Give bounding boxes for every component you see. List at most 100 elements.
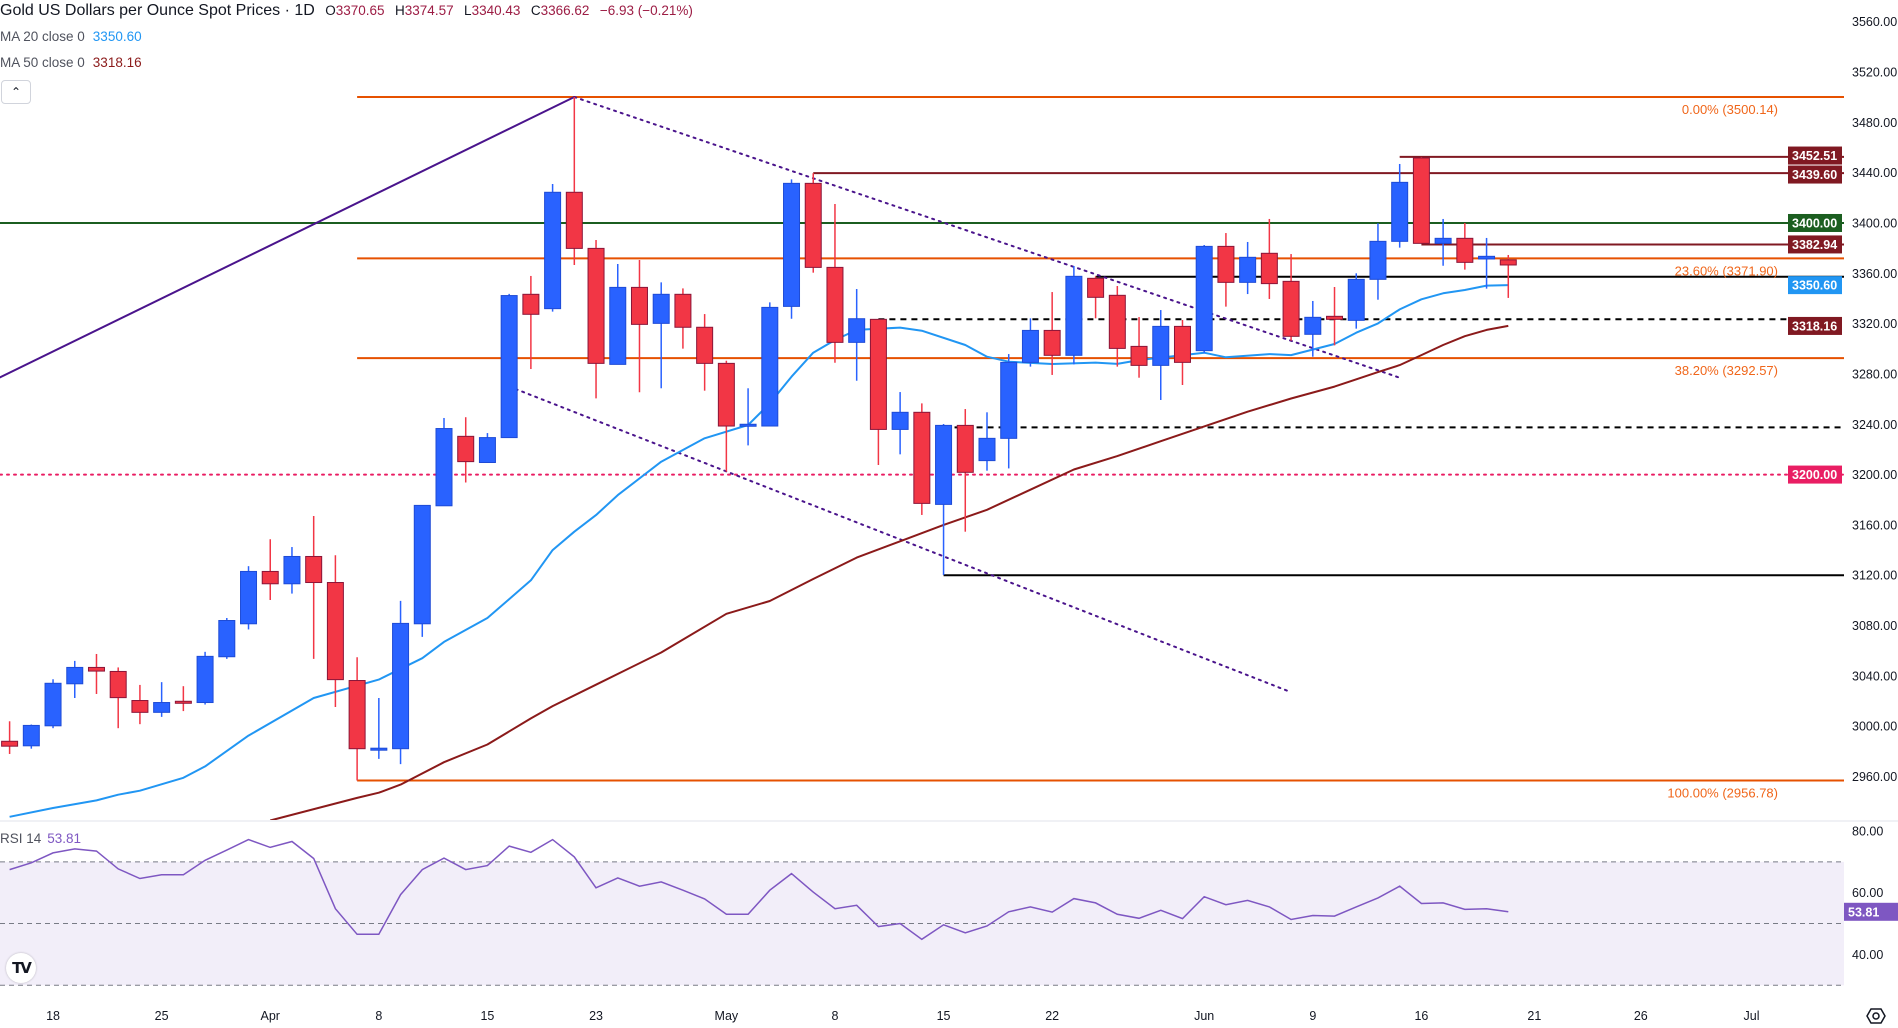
rsi-axis[interactable]: 80.00 60.00 40.00: [1852, 825, 1883, 962]
ma20-legend[interactable]: MA 20 close 0 3350.60: [0, 29, 142, 44]
candle-body[interactable]: [717, 362, 735, 427]
candle-body[interactable]: [587, 247, 605, 364]
candle-body[interactable]: [1456, 237, 1474, 263]
candle-body[interactable]: [240, 570, 258, 625]
price-tick-label: 3000.00: [1852, 720, 1897, 734]
candle-body[interactable]: [1217, 245, 1235, 283]
candle-body[interactable]: [522, 293, 540, 315]
gear-icon[interactable]: [1866, 1006, 1886, 1026]
candle-body[interactable]: [1043, 329, 1061, 356]
candle-body[interactable]: [1282, 280, 1300, 337]
candle-body[interactable]: [1304, 316, 1322, 335]
candle-body[interactable]: [544, 191, 562, 310]
candle-body[interactable]: [348, 680, 366, 750]
candle-body[interactable]: [1087, 277, 1105, 298]
rsi-legend[interactable]: RSI 14 53.81: [0, 831, 81, 846]
high-value: 3374.57: [404, 3, 454, 18]
candle-body[interactable]: [1, 740, 19, 747]
candle-body[interactable]: [935, 424, 953, 505]
candle-body[interactable]: [1021, 329, 1039, 363]
candle-body[interactable]: [1260, 252, 1278, 285]
candle-body[interactable]: [66, 666, 84, 685]
fib-level-label: 23.60% (3371.90): [1675, 263, 1778, 278]
rsi-line[interactable]: [9, 838, 1509, 941]
candle-body[interactable]: [1239, 256, 1257, 283]
candle-body[interactable]: [956, 424, 974, 473]
price-tick-label: 3440.00: [1852, 166, 1897, 180]
candle-body[interactable]: [435, 428, 453, 507]
candle-body[interactable]: [1173, 325, 1191, 363]
ma20-line[interactable]: [9, 284, 1509, 818]
candle-body[interactable]: [196, 655, 214, 704]
candle-body[interactable]: [478, 437, 496, 464]
candle-body[interactable]: [413, 504, 431, 625]
candle-body[interactable]: [457, 435, 475, 463]
ma50-line[interactable]: [269, 324, 1509, 821]
candle-body[interactable]: [218, 620, 236, 658]
tradingview-logo[interactable]: TV: [6, 953, 36, 983]
rsi-badge-bg: [1844, 902, 1898, 921]
dotted-trend-line[interactable]: [508, 385, 1293, 694]
candle-body[interactable]: [305, 555, 323, 584]
candle-body[interactable]: [326, 582, 344, 681]
candle-body[interactable]: [826, 266, 844, 343]
candle-body[interactable]: [1195, 245, 1213, 352]
candle-body[interactable]: [1065, 275, 1083, 356]
candle-body[interactable]: [739, 423, 757, 427]
candle-body[interactable]: [891, 411, 909, 430]
trend-line[interactable]: [0, 96, 576, 379]
candle-body[interactable]: [1326, 315, 1344, 320]
candle-body[interactable]: [131, 700, 149, 713]
ma50-legend[interactable]: MA 50 close 0 3318.16: [0, 55, 142, 70]
candle-body[interactable]: [630, 286, 648, 325]
candle-body[interactable]: [696, 326, 714, 364]
candle-body[interactable]: [22, 724, 40, 747]
candle-body[interactable]: [609, 286, 627, 365]
candle-body[interactable]: [869, 318, 887, 430]
candle-body[interactable]: [1347, 278, 1365, 321]
candle-body[interactable]: [1369, 240, 1387, 280]
candle-body[interactable]: [1434, 237, 1452, 244]
candle-body[interactable]: [392, 622, 410, 750]
candle-body[interactable]: [761, 306, 779, 427]
price-pane[interactable]: 0.00% (3500.14) 23.60% (3371.90) 38.20% (3…: [0, 96, 1844, 821]
time-axis[interactable]: 18 25 Apr 8 15 23 May 8 15 22 Jun 9 16 21 26 Jul: [46, 1009, 1759, 1023]
candle-body[interactable]: [565, 191, 583, 249]
candle-body[interactable]: [370, 747, 388, 751]
time-tick-label: Jun: [1194, 1009, 1214, 1023]
candle-body[interactable]: [1000, 361, 1018, 439]
symbol-title[interactable]: Gold US Dollars per Ounce Spot Prices · …: [0, 2, 315, 19]
time-tick-label: 18: [46, 1009, 60, 1023]
candle-body[interactable]: [1478, 255, 1496, 260]
price-tick-label: 3280.00: [1852, 367, 1897, 381]
candle-body[interactable]: [674, 293, 692, 328]
candle-body[interactable]: [1130, 345, 1148, 366]
candle-body[interactable]: [804, 182, 822, 268]
price-tick-label: 3560.00: [1852, 15, 1897, 29]
price-axis[interactable]: 3560.00 3520.00 3480.00 3440.00 3400.00 3360.…: [1852, 15, 1897, 784]
candle-body[interactable]: [1152, 325, 1170, 366]
candle-body[interactable]: [500, 295, 518, 439]
candle-body[interactable]: [1499, 259, 1517, 266]
candle-body[interactable]: [1391, 181, 1409, 242]
dotted-trend-line[interactable]: [573, 96, 1401, 379]
time-tick-label: Apr: [261, 1009, 280, 1023]
price-tick-label: 3200.00: [1852, 468, 1897, 482]
candle-body[interactable]: [87, 666, 105, 672]
candle-body[interactable]: [109, 670, 127, 699]
candle-body[interactable]: [283, 555, 301, 585]
candle-body[interactable]: [848, 318, 866, 343]
candle-body[interactable]: [261, 570, 279, 585]
candle-body[interactable]: [153, 702, 171, 713]
candle-body[interactable]: [652, 293, 670, 324]
candle-body[interactable]: [783, 182, 801, 307]
collapse-legend-button[interactable]: ⌃: [1, 80, 31, 104]
candle-body[interactable]: [1108, 294, 1126, 349]
candle-body[interactable]: [174, 700, 192, 704]
candle-body[interactable]: [978, 437, 996, 462]
candle-body[interactable]: [44, 682, 62, 727]
candle-body[interactable]: [1412, 157, 1430, 244]
time-tick-label: 16: [1414, 1009, 1428, 1023]
candle-body[interactable]: [913, 411, 931, 504]
